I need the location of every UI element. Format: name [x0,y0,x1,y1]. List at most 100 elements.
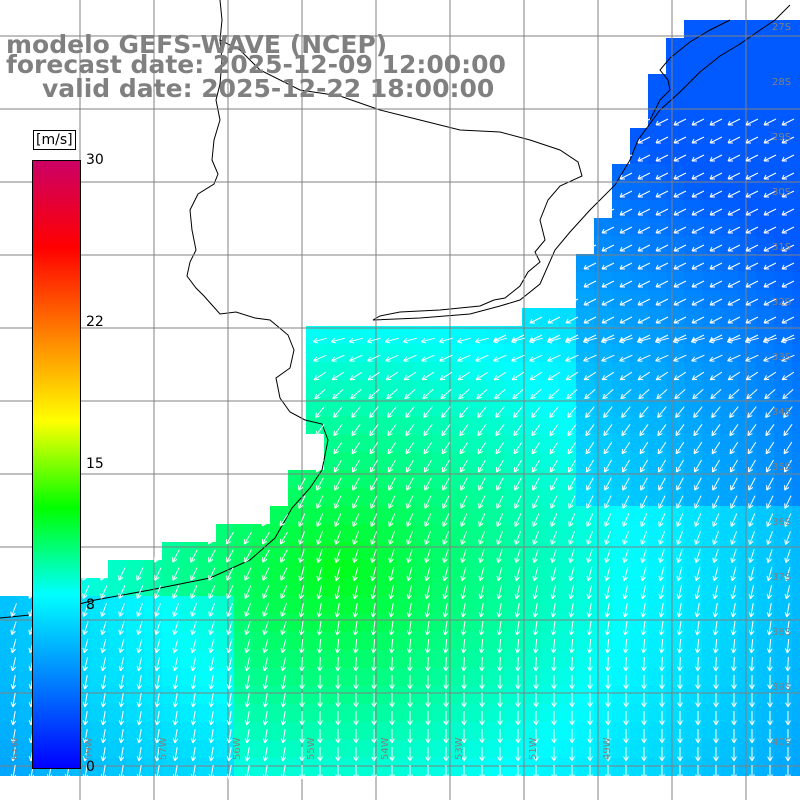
wind-speed-cell [720,578,738,596]
wind-speed-cell [162,560,180,578]
wind-speed-cell [648,146,666,164]
wind-speed-cell [306,596,324,614]
wind-arrow [583,262,597,270]
wind-arrow [10,747,17,762]
wind-arrow [691,371,705,381]
wind-speed-cell [648,344,666,362]
wind-arrow [460,477,468,491]
wind-arrow [226,711,233,726]
wind-arrow [691,208,705,216]
wind-speed-cell [612,254,630,272]
wind-arrow [154,747,161,762]
wind-speed-cell [720,110,738,128]
wind-speed-cell [612,290,630,308]
wind-arrow [673,118,687,126]
wind-speed-cell [666,380,684,398]
wind-speed-cell [378,560,396,578]
wind-speed-cell [684,758,702,776]
wind-arrow [442,495,450,509]
wind-speed-cell [324,362,342,380]
wind-speed-cell [468,398,486,416]
wind-speed-cell [108,704,126,722]
wind-arrow [317,729,323,744]
wind-arrow [727,280,741,288]
wind-arrow [460,495,468,509]
wind-arrow [764,388,776,400]
wind-arrow [781,208,795,216]
wind-arrow [371,674,377,690]
wind-speed-cell [486,524,504,542]
wind-speed-cell [756,74,774,92]
wind-speed-cell [738,632,756,650]
valid-date: valid date: 2025-12-22 18:00:00 [42,74,495,103]
wind-speed-cell [306,560,324,578]
wind-arrow [695,656,701,672]
wind-arrow [479,656,485,672]
wind-speed-cell [684,200,702,218]
wind-arrow [456,337,471,344]
wind-arrow [136,747,143,762]
wind-speed-cell [0,650,18,668]
wind-speed-cell [234,668,252,686]
wind-speed-cell [576,290,594,308]
wind-speed-cell [396,416,414,434]
wind-speed-cell [360,362,378,380]
wind-speed-cell [378,704,396,722]
wind-arrow [172,639,179,654]
wind-arrow [565,371,579,381]
wind-speed-cell [270,650,288,668]
wind-speed-cell [216,668,234,686]
wind-arrow [623,674,629,690]
wind-speed-cell [558,488,576,506]
wind-speed-cell [414,344,432,362]
wind-arrow [783,424,793,437]
wind-arrow [385,371,399,381]
latitude-label: 37S [772,572,791,583]
wind-speed-cell [630,524,648,542]
wind-arrow [190,549,198,563]
wind-arrow [367,371,381,381]
wind-arrow [727,208,741,216]
wind-speed-cell [486,596,504,614]
latitude-label: 31S [772,242,791,253]
wind-arrow [262,747,269,762]
wind-arrow [655,244,669,252]
wind-speed-cell [738,740,756,758]
wind-arrow [605,747,611,762]
wind-speed-cell [450,578,468,596]
wind-speed-cell [432,632,450,650]
wind-speed-cell [468,506,486,524]
wind-speed-cell [630,344,648,362]
wind-arrow [748,620,755,636]
wind-arrow [691,190,705,198]
wind-arrow [314,388,326,400]
wind-arrow [244,711,251,726]
wind-speed-field [0,20,800,776]
wind-arrow [402,337,417,344]
wind-arrow [730,513,738,527]
wind-speed-cell [720,416,738,434]
wind-arrow [82,585,90,599]
wind-speed-cell [612,758,630,776]
wind-speed-cell [630,740,648,758]
wind-speed-cell [648,308,666,326]
wind-arrow [478,549,485,564]
wind-speed-cell [342,398,360,416]
wind-arrow [244,747,251,762]
wind-speed-cell [594,668,612,686]
wind-speed-cell [792,416,800,434]
wind-speed-cell [486,578,504,596]
wind-arrow [676,603,683,618]
wind-speed-cell [306,722,324,740]
wind-arrow [745,190,759,198]
wind-arrow [515,711,521,726]
wind-speed-cell [468,452,486,470]
wind-speed-cell [414,722,432,740]
wind-arrow [384,337,399,344]
wind-speed-cell [702,182,720,200]
wind-speed-cell [342,506,360,524]
wind-arrow [692,388,704,400]
wind-speed-cell [792,542,800,560]
wind-speed-cell [702,578,720,596]
wind-speed-cell [522,722,540,740]
